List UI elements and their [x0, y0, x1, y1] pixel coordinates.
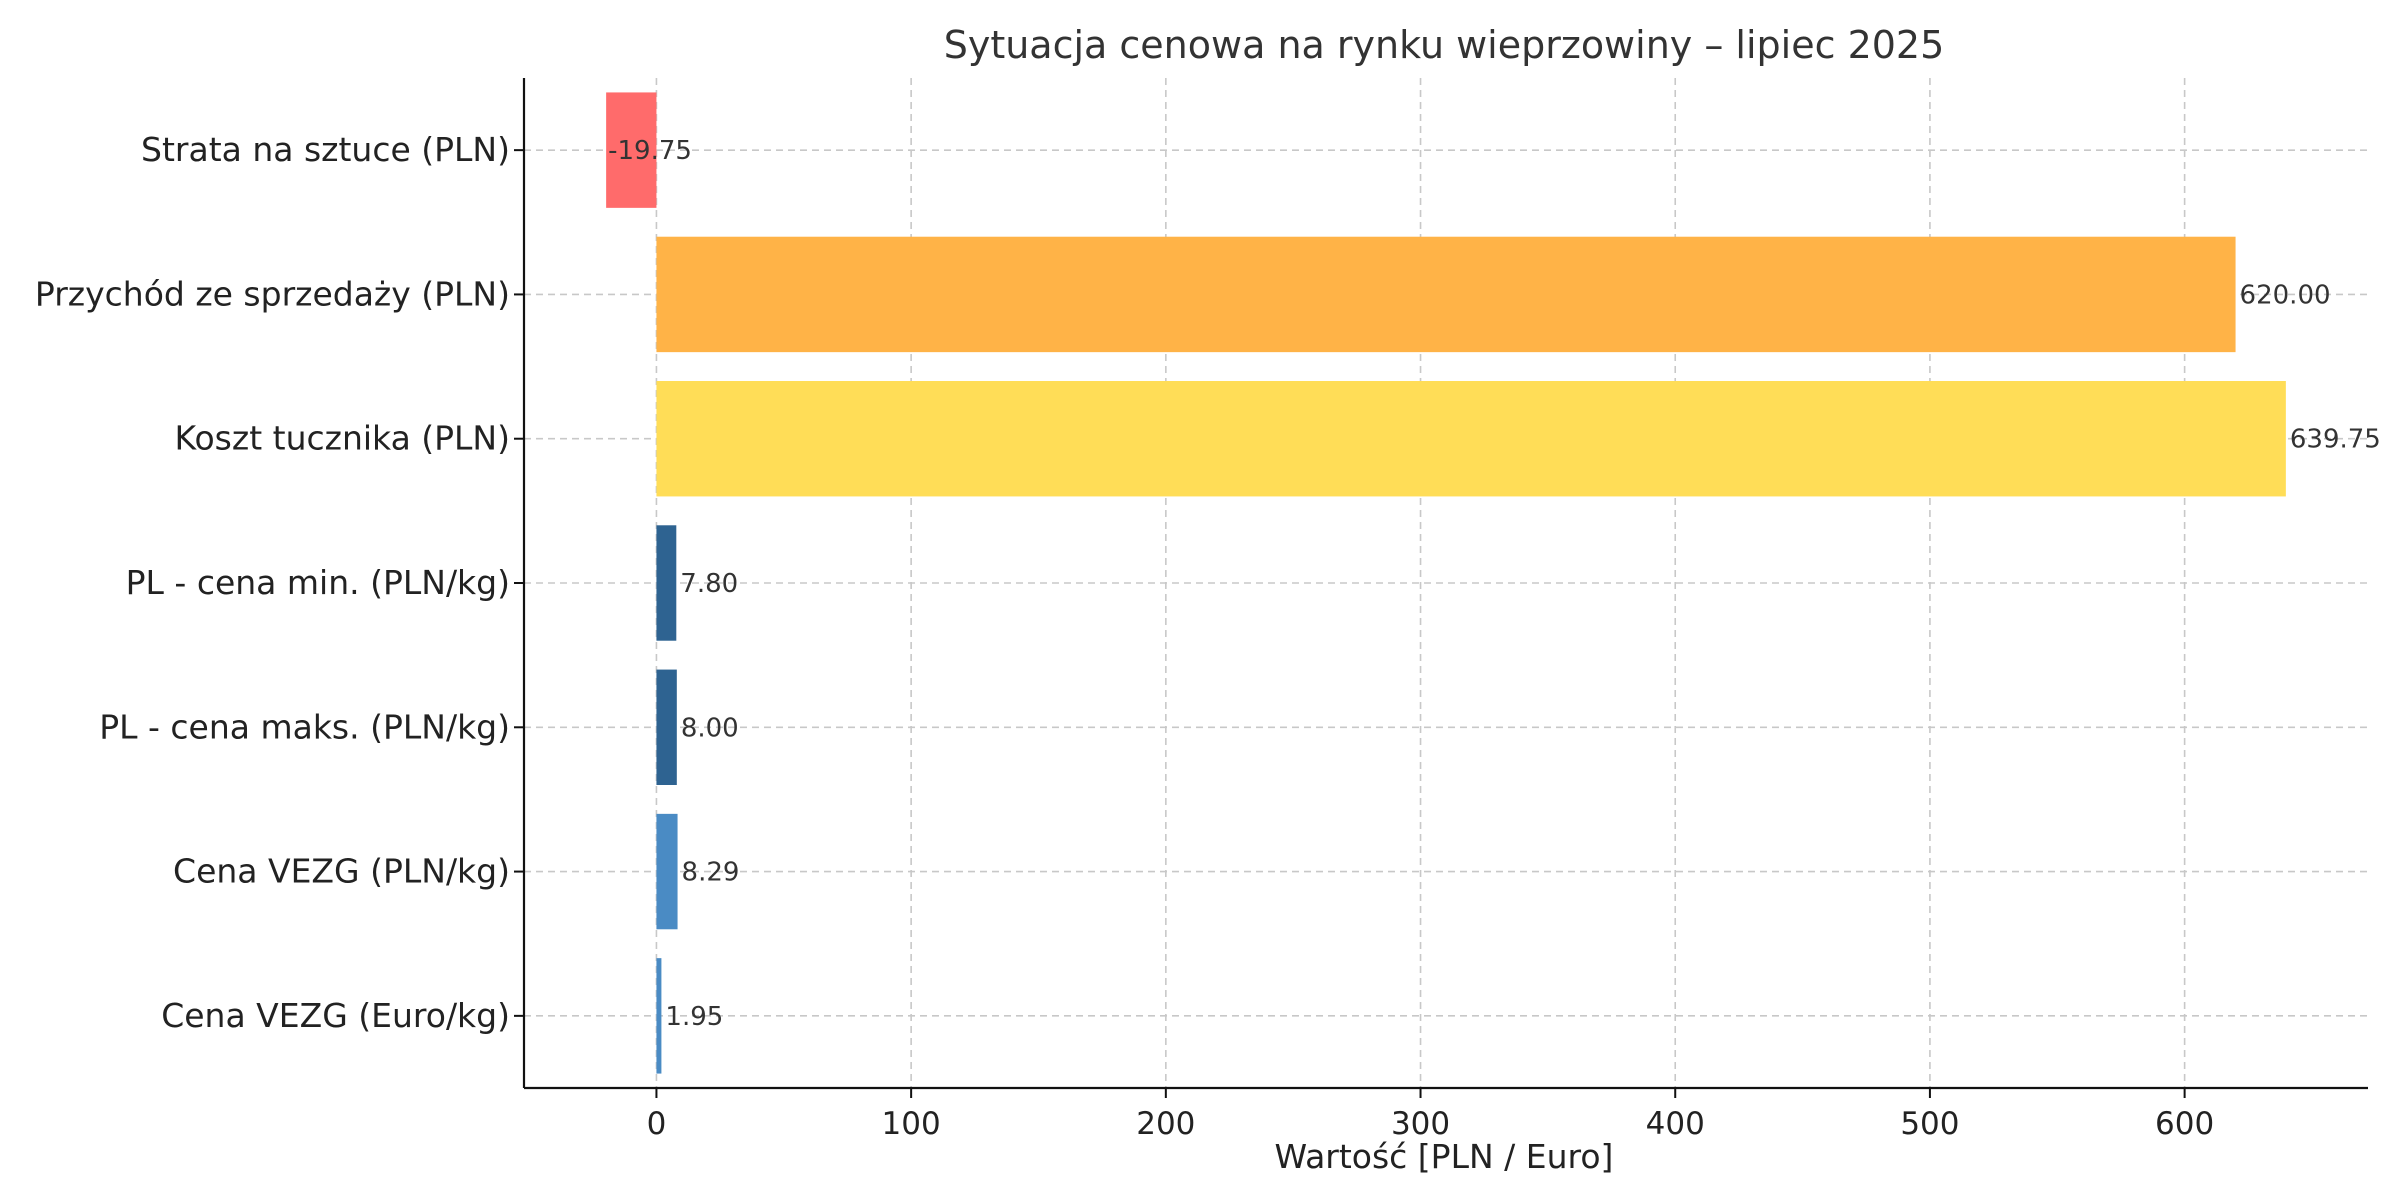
data-label: 8.00 [681, 713, 739, 743]
bars-layer [606, 92, 2286, 1074]
data-label: 639.75 [2290, 425, 2381, 455]
bar [656, 525, 677, 641]
data-label: 620.00 [2240, 280, 2331, 310]
data-label: 8.29 [682, 858, 740, 888]
category-label: PL - cena maks. (PLN/kg) [99, 707, 510, 746]
data-label: -19.75 [608, 136, 692, 166]
grid-layer [524, 78, 2368, 1088]
bar [656, 381, 2286, 497]
bar [656, 813, 678, 930]
ticks-layer: 0 100 200 300 400 500 600 Strata na sztuce (PLN… [35, 130, 2214, 1142]
x-tick-label: 200 [1136, 1106, 1195, 1142]
x-tick-label: 500 [1900, 1106, 1959, 1142]
category-label: Koszt tucznika (PLN) [175, 419, 511, 458]
x-tick-label: 400 [1646, 1106, 1705, 1142]
category-label: Cena VEZG (PLN/kg) [173, 852, 510, 891]
bar [656, 236, 2236, 353]
category-label: PL - cena min. (PLN/kg) [126, 563, 510, 602]
category-label: Przychód ze sprzedaży (PLN) [35, 274, 510, 313]
x-tick-label: 0 [647, 1106, 667, 1142]
data-label: 7.80 [680, 569, 738, 599]
data-label: 1.95 [665, 1002, 723, 1032]
category-label: Cena VEZG (Euro/kg) [161, 996, 510, 1035]
bar [656, 669, 677, 785]
data-labels-layer: -19.75 620.00 639.75 7.80 8.00 8.29 1.95 [608, 136, 2381, 1032]
bar [606, 92, 657, 208]
x-axis-label: Wartość [PLN / Euro] [1275, 1137, 1614, 1176]
x-tick-label: 300 [1391, 1106, 1450, 1142]
bar [656, 958, 662, 1074]
x-tick-label: 100 [882, 1106, 941, 1142]
chart-title: Sytuacja cenowa na rynku wieprzowiny – l… [944, 23, 1945, 67]
x-tick-label: 600 [2155, 1106, 2214, 1142]
category-label: Strata na sztuce (PLN) [141, 130, 510, 169]
